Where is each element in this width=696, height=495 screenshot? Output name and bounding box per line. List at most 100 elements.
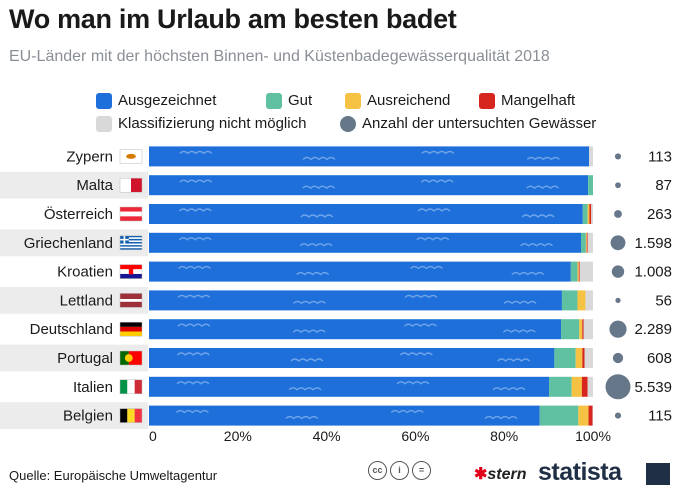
- greece-flag-border: [119, 235, 143, 251]
- greece-flag-part: [120, 238, 129, 241]
- bar-segment: [561, 319, 580, 340]
- bar-segment: [582, 348, 585, 368]
- wave-decoration: [176, 381, 210, 385]
- bar-segment: [149, 175, 589, 196]
- wave-decoration: [416, 237, 450, 241]
- count-label: 113: [648, 148, 672, 165]
- bar-segment: [554, 348, 576, 368]
- greece-flag-part: [120, 245, 142, 247]
- count-bubble: [615, 182, 621, 189]
- count-label: 5.539: [634, 379, 672, 396]
- greece-flag-part: [120, 240, 142, 243]
- cyprus-flag: [119, 149, 143, 164]
- x-tick-label: 80%: [490, 428, 518, 444]
- stern-logo: ✱stern: [474, 466, 527, 483]
- wave-decoration: [417, 208, 451, 212]
- wave-decoration: [178, 237, 212, 241]
- portugal-flag: [119, 350, 143, 366]
- wave-decoration: [175, 409, 209, 414]
- count-label: 1.598: [634, 235, 672, 252]
- belgium-flag-part: [120, 408, 128, 423]
- bar-segment: [149, 290, 562, 311]
- bar-segment: [578, 405, 589, 426]
- legend-swatch-excellent: [96, 92, 112, 109]
- bar-segment: [149, 146, 590, 167]
- bar-segment: [149, 405, 540, 426]
- bar-segment: [582, 319, 584, 340]
- count-bubble: [609, 320, 627, 338]
- greece-flag-part: [120, 246, 142, 249]
- cc-attribution-icon: i: [390, 461, 409, 480]
- count-label: 263: [647, 206, 672, 223]
- austria-flag-part: [120, 207, 142, 212]
- legend-swatch-unclassified: [96, 115, 112, 132]
- wave-decoration: [520, 243, 553, 247]
- portugal-flag-part: [128, 351, 142, 365]
- source-note: Quelle: Europäische Umweltagentur: [9, 468, 218, 483]
- wave-decoration: [421, 150, 455, 155]
- bar-segment: [579, 261, 593, 282]
- x-tick-label: 100%: [575, 428, 611, 444]
- belgium-flag-part: [127, 408, 135, 423]
- count-label: 2.289: [634, 321, 672, 338]
- legend-item-sufficient: Ausreichend: [345, 92, 450, 109]
- bar-segment: [579, 319, 583, 340]
- legend-label-excellent: Ausgezeichnet: [118, 92, 217, 109]
- wave-decoration: [404, 294, 438, 299]
- chart-subtitle: EU-Länder mit der höchsten Binnen- und K…: [9, 48, 550, 65]
- cyprus-flag-island: [126, 153, 136, 159]
- greece-flag: [119, 235, 143, 251]
- wave-decoration: [420, 179, 454, 184]
- x-tick-label: 40%: [313, 428, 341, 444]
- bar-segment: [586, 232, 588, 253]
- legend-label-sufficient: Ausreichend: [367, 92, 451, 109]
- greece-flag-part: [120, 237, 142, 239]
- wave-decoration: [292, 329, 326, 334]
- wave-decoration: [526, 156, 560, 161]
- bar-segment: [149, 204, 583, 224]
- wave-decoration: [503, 300, 537, 305]
- latvia-flag-border: [119, 293, 143, 308]
- wave-decoration: [502, 329, 536, 334]
- wave-decoration: [179, 150, 213, 155]
- bar-segment: [149, 376, 550, 397]
- bar-segment: [149, 232, 582, 253]
- legend-swatch-good: [266, 92, 282, 109]
- italy-flag-part: [134, 379, 142, 394]
- italy-flag-border: [119, 379, 143, 395]
- bar-segment: [591, 204, 593, 224]
- bar-segment: [589, 204, 592, 224]
- wave-decoration: [404, 323, 437, 328]
- count-bubble: [610, 235, 626, 251]
- legend-label-poor: Mangelhaft: [501, 92, 576, 109]
- count-label: 115: [648, 408, 672, 425]
- chart-title: Wo man im Urlaub am besten badet: [9, 4, 457, 34]
- legend-label-good: Gut: [288, 92, 313, 109]
- count-bubble: [615, 297, 621, 304]
- count-bubble: [614, 210, 622, 218]
- malta-flag-part: [131, 178, 142, 193]
- malta-flag-part: [120, 178, 131, 193]
- germany-flag: [119, 321, 143, 337]
- count-bubble: [614, 412, 622, 419]
- wave-decoration: [176, 352, 210, 356]
- wave-decoration: [390, 409, 424, 414]
- wave-decoration: [179, 179, 213, 184]
- greece-flag-part: [120, 248, 142, 250]
- bar-segment: [561, 290, 578, 311]
- austria-flag: [119, 206, 143, 222]
- wave-decoration: [296, 271, 330, 276]
- bar-segment: [588, 175, 593, 196]
- count-label: 608: [647, 350, 672, 367]
- germany-flag-part: [120, 326, 142, 332]
- bar-segment: [589, 146, 593, 167]
- category-label: Deutschland: [30, 321, 113, 338]
- wave-decoration: [521, 214, 555, 218]
- wave-decoration: [288, 387, 322, 391]
- portugal-flag-border: [119, 350, 143, 366]
- legend-swatch-poor: [479, 92, 495, 109]
- count-bubble: [612, 352, 624, 364]
- bar-segment: [588, 405, 593, 426]
- wave-decoration: [484, 415, 518, 420]
- wave-decoration: [302, 185, 336, 190]
